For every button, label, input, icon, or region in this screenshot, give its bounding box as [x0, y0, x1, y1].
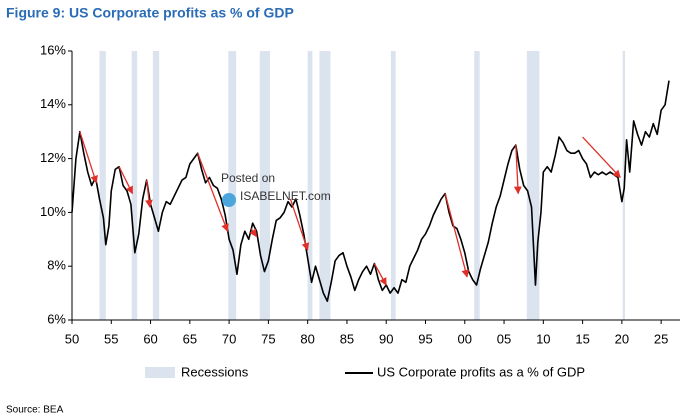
recession-band [307, 51, 313, 320]
arrow [289, 198, 310, 251]
watermark: Posted on [221, 171, 275, 185]
series-line [71, 80, 670, 302]
arrow [118, 166, 134, 195]
x-tick-label: 70 [222, 331, 236, 346]
x-tick-label: 65 [183, 331, 197, 346]
recession-band [152, 51, 160, 320]
x-tick-label: 55 [104, 331, 118, 346]
arrow [582, 136, 621, 178]
arrow [79, 131, 98, 184]
x-tick-label: 75 [261, 331, 275, 346]
recession-band [319, 51, 331, 320]
y-tick-label: 16% [40, 42, 66, 57]
x-tick-label: 50 [65, 331, 79, 346]
y-tick-label: 8% [47, 258, 66, 273]
recession-band [526, 51, 540, 320]
recession-band [390, 51, 396, 320]
x-tick-label: 20 [615, 331, 629, 346]
recession-band [228, 51, 237, 320]
y-tick-label: 6% [47, 311, 66, 326]
arrow [197, 152, 229, 232]
recession-band [131, 51, 138, 320]
recession-band [474, 51, 480, 320]
arrow [145, 180, 153, 208]
arrow [249, 228, 258, 238]
x-tick-label: 95 [418, 331, 432, 346]
arrow [373, 263, 387, 286]
recession-band [259, 51, 270, 320]
x-tick-label: 25 [654, 331, 668, 346]
chart-title: Figure 9: US Corporate profits as % of G… [6, 5, 294, 21]
recession-band [99, 51, 106, 320]
globe-icon [222, 193, 236, 207]
y-tick-label: 14% [40, 96, 66, 111]
legend-label: Recessions [181, 364, 249, 379]
legend-label: US Corporate profits as a % of GDP [377, 364, 585, 379]
x-tick-label: 15 [575, 331, 589, 346]
x-tick-label: 85 [340, 331, 354, 346]
arrow [444, 193, 470, 278]
x-tick-label: 10 [536, 331, 550, 346]
legend-swatch [145, 367, 175, 378]
x-tick-label: 80 [300, 331, 314, 346]
x-tick-label: 60 [143, 331, 157, 346]
x-tick-label: 90 [379, 331, 393, 346]
arrow [513, 145, 522, 195]
source: Source: BEA [6, 405, 64, 416]
x-tick-label: 00 [458, 331, 472, 346]
watermark: ISABELNET.com [240, 189, 331, 203]
x-tick-label: 05 [497, 331, 511, 346]
y-tick-label: 12% [40, 150, 66, 165]
y-tick-label: 10% [40, 204, 66, 219]
